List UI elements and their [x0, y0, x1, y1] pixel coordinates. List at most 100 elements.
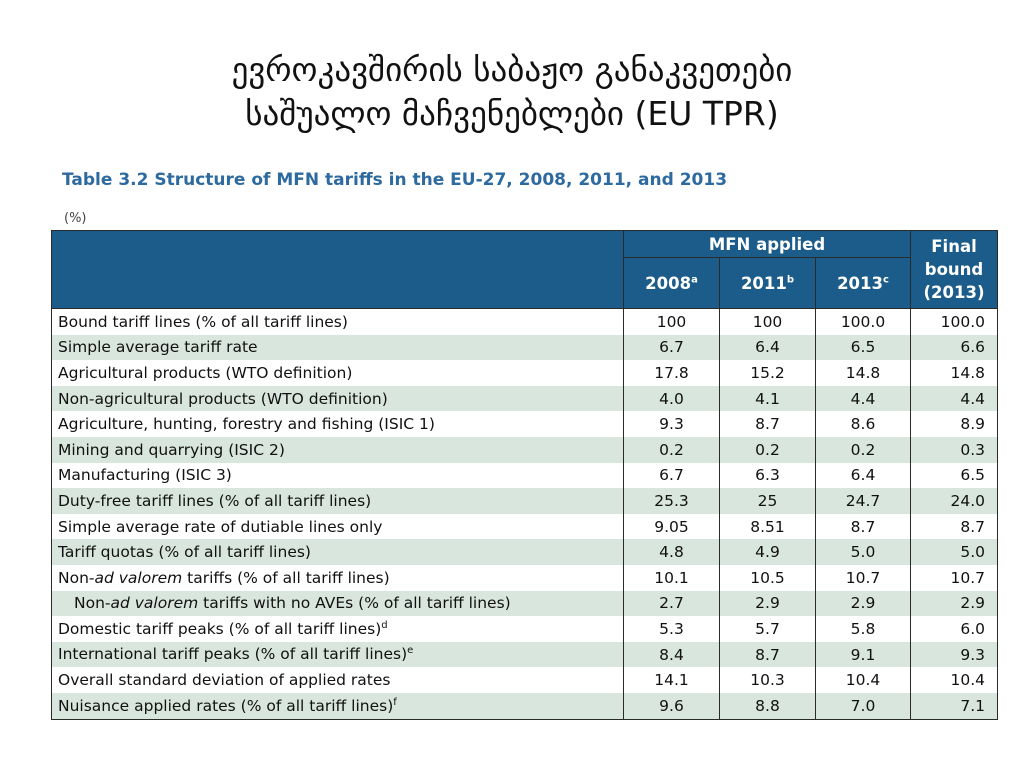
value-2011: 100	[719, 308, 816, 335]
slide-title: ევროკავშირის საბაჟო განაკვეთები საშუალო …	[0, 48, 1024, 136]
value-final-bound: 0.3	[910, 436, 998, 463]
slide-title-line-1: ევროკავშირის საბაჟო განაკვეთები	[231, 50, 793, 89]
value-final-bound: 10.7	[910, 564, 998, 591]
row-label: Nuisance applied rates (% of all tariff …	[51, 692, 624, 720]
row-label: Domestic tariff peaks (% of all tariff l…	[51, 616, 624, 642]
slide-title-line-2: საშუალო მაჩვენებლები (EU TPR)	[245, 94, 779, 133]
value-2008: 9.3	[623, 411, 720, 437]
value-2011: 10.3	[719, 667, 816, 693]
value-2011: 5.7	[719, 616, 816, 642]
header-mfn-applied: MFN applied	[623, 230, 911, 258]
value-2013: 4.4	[815, 385, 911, 412]
row-label: Simple average rate of dutiable lines on…	[51, 513, 624, 540]
table-row: Overall standard deviation of applied ra…	[51, 667, 998, 693]
table-row: Manufacturing (ISIC 3) 6.7 6.3 6.4 6.5	[51, 462, 998, 489]
value-final-bound: 7.1	[910, 692, 998, 720]
value-final-bound: 6.5	[910, 462, 998, 489]
value-final-bound: 9.3	[910, 641, 998, 668]
value-2013: 0.2	[815, 436, 911, 463]
table-caption: Table 3.2 Structure of MFN tariffs in th…	[62, 170, 728, 190]
value-2011: 6.4	[719, 334, 816, 361]
value-final-bound: 6.0	[910, 616, 998, 642]
row-label: Non-ad valorem tariffs (% of all tariff …	[51, 564, 624, 591]
value-2011: 8.51	[719, 513, 816, 540]
table-row: International tariff peaks (% of all tar…	[51, 641, 998, 668]
value-2013: 100.0	[815, 308, 911, 335]
value-2013: 6.5	[815, 334, 911, 361]
value-2008: 6.7	[623, 462, 720, 489]
value-2013: 8.7	[815, 513, 911, 540]
row-label: Overall standard deviation of applied ra…	[51, 667, 624, 693]
table-row: Bound tariff lines (% of all tariff line…	[51, 308, 998, 335]
value-2011: 4.1	[719, 385, 816, 412]
value-2013: 5.8	[815, 616, 911, 642]
value-final-bound: 5.0	[910, 539, 998, 565]
table-row: Duty-free tariff lines (% of all tariff …	[51, 488, 998, 514]
tariff-table: MFN applied Final bound (2013) 2008a 201…	[51, 230, 998, 720]
value-2008: 4.0	[623, 385, 720, 412]
unit-note: (%)	[64, 211, 87, 226]
value-final-bound: 100.0	[910, 308, 998, 335]
value-2008: 10.1	[623, 564, 720, 591]
row-label: Agriculture, hunting, forestry and fishi…	[51, 411, 624, 437]
value-2008: 9.6	[623, 692, 720, 720]
value-2008: 6.7	[623, 334, 720, 361]
value-2008: 9.05	[623, 513, 720, 540]
table-row: Agriculture, hunting, forestry and fishi…	[51, 411, 998, 437]
value-final-bound: 4.4	[910, 385, 998, 412]
row-label: Non-ad valorem tariffs with no AVEs (% o…	[51, 590, 624, 617]
value-2013: 10.7	[815, 564, 911, 591]
value-final-bound: 2.9	[910, 590, 998, 617]
value-final-bound: 6.6	[910, 334, 998, 361]
value-2008: 100	[623, 308, 720, 335]
value-2011: 2.9	[719, 590, 816, 617]
value-2013: 10.4	[815, 667, 911, 693]
table-body: Bound tariff lines (% of all tariff line…	[51, 308, 998, 720]
row-label: Bound tariff lines (% of all tariff line…	[51, 308, 624, 335]
header-blank	[51, 230, 624, 309]
footnote-marker: d	[381, 619, 388, 631]
value-2013: 6.4	[815, 462, 911, 489]
table-row: Simple average rate of dutiable lines on…	[51, 513, 998, 540]
value-final-bound: 8.7	[910, 513, 998, 540]
header-year-2011: 2011b	[719, 257, 816, 309]
value-2008: 0.2	[623, 436, 720, 463]
value-2013: 7.0	[815, 692, 911, 720]
table-row: Mining and quarrying (ISIC 2) 0.2 0.2 0.2 0.…	[51, 436, 998, 463]
value-final-bound: 14.8	[910, 360, 998, 386]
value-2013: 24.7	[815, 488, 911, 514]
value-2013: 14.8	[815, 360, 911, 386]
table-row: Domestic tariff peaks (% of all tariff l…	[51, 616, 998, 642]
table-row: Non-agricultural products (WTO definitio…	[51, 385, 998, 412]
value-final-bound: 24.0	[910, 488, 998, 514]
row-label: Simple average tariff rate	[51, 334, 624, 361]
value-2011: 15.2	[719, 360, 816, 386]
header-final-bound: Final bound (2013)	[910, 230, 998, 309]
value-2008: 14.1	[623, 667, 720, 693]
value-final-bound: 10.4	[910, 667, 998, 693]
footnote-marker: e	[407, 645, 414, 657]
header-year-2008: 2008a	[623, 257, 720, 309]
value-2008: 25.3	[623, 488, 720, 514]
row-label: Duty-free tariff lines (% of all tariff …	[51, 488, 624, 514]
value-final-bound: 8.9	[910, 411, 998, 437]
value-2011: 8.7	[719, 411, 816, 437]
value-2013: 9.1	[815, 641, 911, 668]
table-row: Agricultural products (WTO definition) 17…	[51, 360, 998, 386]
table-row: Simple average tariff rate 6.7 6.4 6.5 6.6	[51, 334, 998, 361]
value-2011: 6.3	[719, 462, 816, 489]
value-2008: 4.8	[623, 539, 720, 565]
value-2013: 2.9	[815, 590, 911, 617]
table-row: Nuisance applied rates (% of all tariff …	[51, 692, 998, 720]
value-2011: 8.7	[719, 641, 816, 668]
value-2008: 17.8	[623, 360, 720, 386]
footnote-marker: f	[393, 696, 397, 708]
value-2013: 5.0	[815, 539, 911, 565]
value-2011: 10.5	[719, 564, 816, 591]
table-row: Non-ad valorem tariffs with no AVEs (% o…	[51, 590, 998, 617]
value-2011: 0.2	[719, 436, 816, 463]
row-label: Mining and quarrying (ISIC 2)	[51, 436, 624, 463]
row-label: Agricultural products (WTO definition)	[51, 360, 624, 386]
value-2011: 4.9	[719, 539, 816, 565]
value-2008: 5.3	[623, 616, 720, 642]
